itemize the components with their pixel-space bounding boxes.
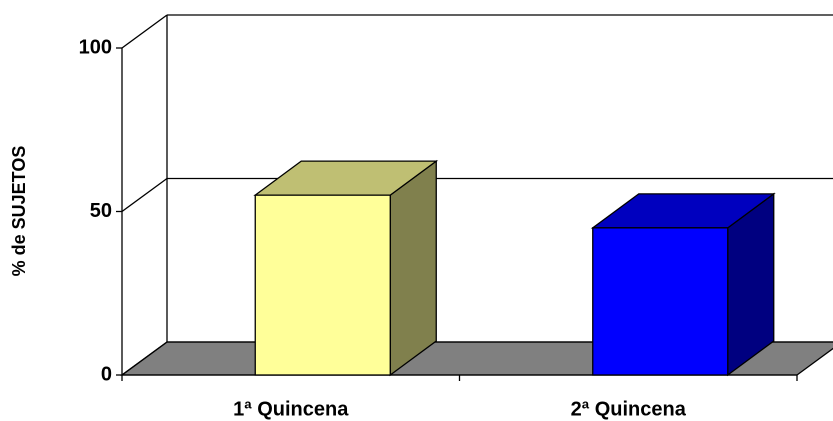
y-tick-label: 0	[101, 363, 112, 385]
x-tick-label: 2ª Quincena	[571, 398, 687, 420]
x-tick-label: 1ª Quincena	[233, 398, 349, 420]
bar	[254, 194, 391, 376]
grid-line	[121, 177, 168, 213]
y-tick-label: 100	[79, 36, 112, 58]
bar-side	[389, 159, 437, 377]
grid-line	[121, 14, 168, 49]
grid-line	[121, 341, 168, 376]
y-axis-label: % de SUJETOS	[9, 146, 29, 277]
bar	[592, 227, 729, 376]
y-tick-label: 50	[90, 200, 112, 222]
